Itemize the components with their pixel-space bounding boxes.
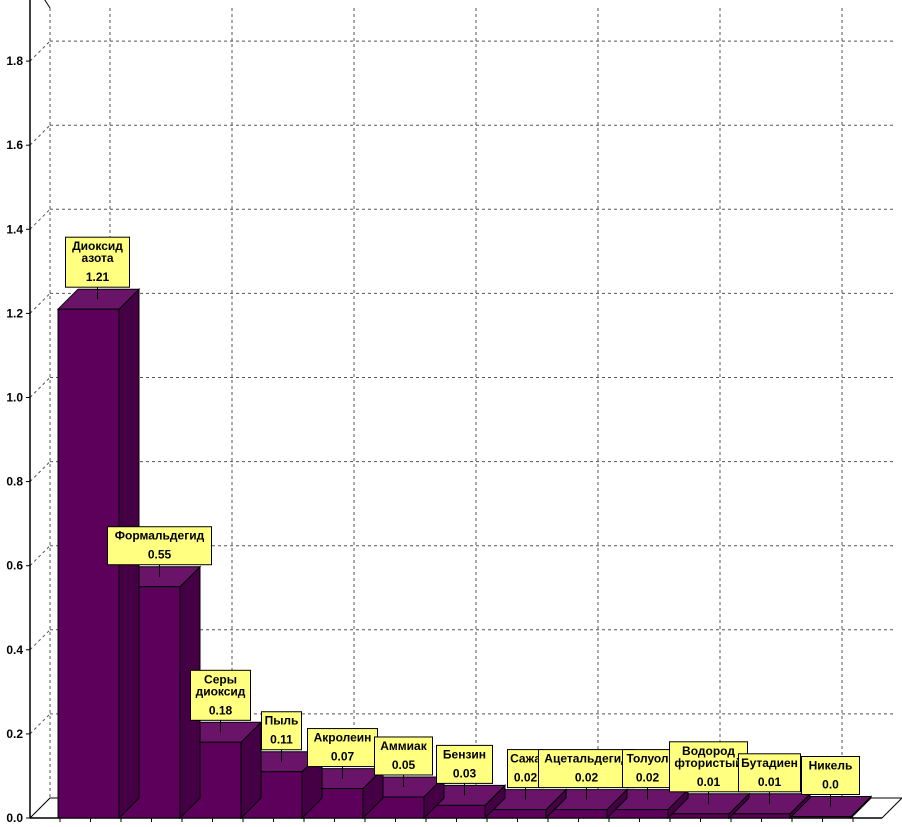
y-tick-label: 1.6 — [6, 138, 23, 152]
category-label: Бензин — [443, 747, 486, 761]
value-label: 1.21 — [86, 270, 110, 284]
category-label: Сажа — [510, 752, 541, 766]
category-label: Пыль — [265, 714, 299, 728]
data-label: Сажа 0.02 — [507, 749, 544, 800]
gridline-depth — [29, 124, 51, 146]
gridline-depth — [29, 40, 51, 62]
label-box — [436, 744, 493, 784]
bar-front — [484, 809, 547, 819]
value-label: 0.07 — [331, 750, 355, 764]
bar-front — [728, 813, 791, 819]
bar-front — [545, 809, 608, 819]
y-tick-label: 0.8 — [6, 475, 23, 489]
y-tick-label: 1.0 — [6, 391, 23, 405]
category-label: Аммиак — [380, 739, 427, 753]
label-box — [738, 753, 801, 793]
data-label: Никель 0.0 — [801, 756, 860, 807]
y-tick-label: 1.2 — [6, 306, 23, 320]
data-label: Бутадиен 0.01 — [738, 753, 801, 804]
back-wall-grid — [29, 0, 895, 819]
category-label: диоксид — [196, 684, 246, 698]
data-label: Пыль 0.11 — [261, 711, 302, 762]
gridline-depth — [29, 545, 51, 567]
category-label: Никель — [809, 759, 853, 773]
bar-front — [667, 813, 730, 819]
value-label: 0.02 — [575, 771, 599, 785]
category-label: Диоксид — [72, 239, 123, 253]
category-label: Формальдегид — [115, 529, 205, 543]
value-label: 0.02 — [636, 771, 660, 785]
gridline-depth — [29, 461, 51, 482]
label-box — [190, 669, 251, 721]
label-box — [374, 736, 433, 776]
category-label: Толуол — [626, 752, 668, 766]
value-label: 0.11 — [270, 733, 293, 747]
data-label: Бензин 0.03 — [436, 744, 493, 796]
value-label: 0.55 — [148, 548, 172, 562]
bar-front — [789, 816, 852, 819]
value-label: 0.02 — [514, 771, 538, 785]
axis-top-depth — [44, 0, 51, 9]
label-box — [538, 749, 635, 789]
data-label: Формальдегид 0.55 — [107, 526, 212, 577]
y-tick-label: 0.0 — [6, 811, 23, 825]
label-box — [669, 741, 748, 793]
value-label: 0.0 — [822, 778, 839, 792]
value-label: 0.01 — [697, 775, 721, 789]
value-label: 0.05 — [392, 758, 416, 772]
gridline-depth — [29, 377, 51, 398]
y-tick-label: 0.6 — [6, 559, 23, 573]
category-label: Водород — [682, 744, 735, 758]
category-label: азота — [81, 251, 113, 265]
gridline-depth — [29, 629, 51, 651]
value-label: 0.03 — [453, 766, 477, 780]
category-label: Ацетальдегид — [544, 752, 629, 766]
value-label: 0.18 — [209, 703, 233, 717]
label-box — [801, 756, 860, 795]
y-tick-label: 0.4 — [6, 643, 23, 657]
gridline-depth — [29, 713, 51, 735]
category-label: Бутадиен — [741, 756, 798, 770]
category-label: Серы — [204, 672, 237, 686]
label-box — [107, 526, 212, 566]
category-label: фтористый — [674, 756, 742, 770]
label-box — [507, 749, 544, 789]
bar-front — [606, 809, 669, 819]
y-tick-label: 1.8 — [6, 54, 23, 68]
data-label: Аммиак 0.05 — [374, 736, 433, 787]
label-box — [65, 236, 130, 288]
gridline-depth — [29, 208, 51, 230]
category-label: Акролеин — [314, 731, 372, 745]
y-tick-label: 0.2 — [6, 727, 23, 741]
data-label: Толуол 0.02 — [622, 749, 673, 800]
data-label: Ацетальдегид 0.02 — [538, 749, 635, 800]
label-box — [622, 749, 673, 789]
label-box — [261, 711, 302, 751]
y-tick-label: 1.4 — [6, 222, 23, 236]
value-label: 0.01 — [758, 775, 782, 789]
gridline-depth — [29, 293, 51, 314]
